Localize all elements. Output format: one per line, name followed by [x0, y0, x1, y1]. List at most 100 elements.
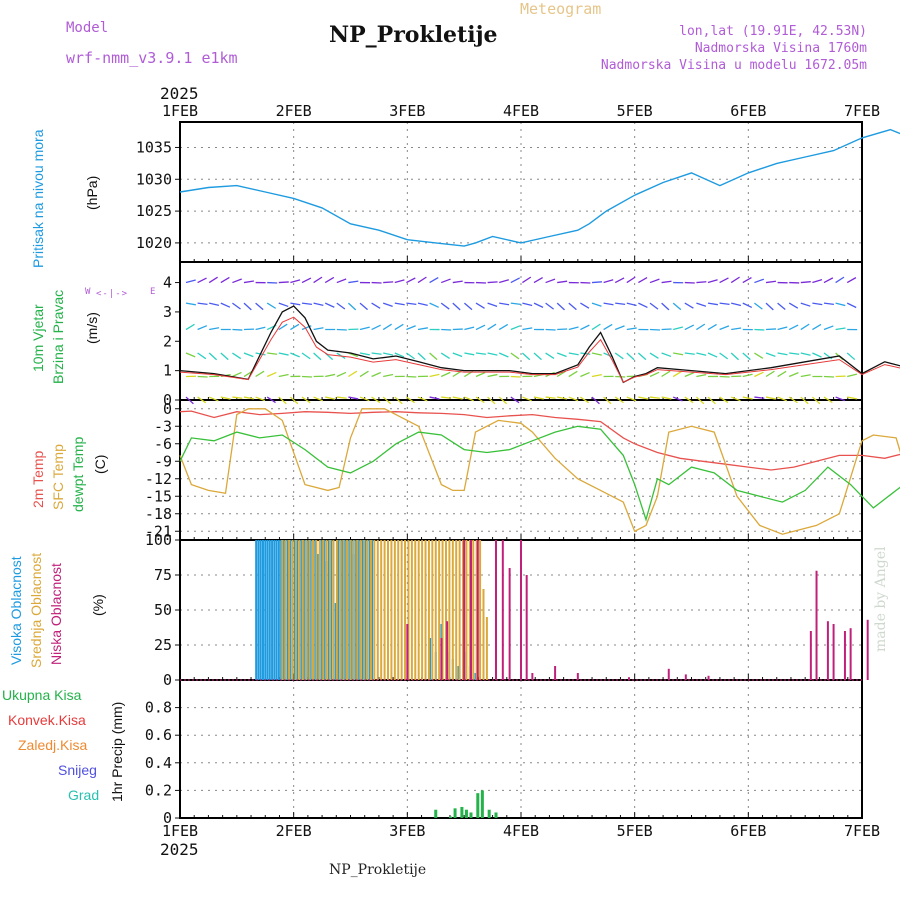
pressure-line	[179, 128, 900, 247]
wind-barb	[742, 373, 753, 378]
wind-barb	[649, 352, 659, 359]
wind-barb	[266, 396, 276, 404]
x-tick-top-label: 7FEB	[844, 102, 880, 120]
wind-barb	[232, 371, 242, 378]
wind-barb	[359, 302, 368, 311]
wind-barb	[649, 396, 661, 399]
wind-barb	[452, 396, 463, 400]
precip-bar	[434, 809, 438, 818]
wind-barb	[197, 302, 208, 305]
wind-barb	[440, 352, 450, 359]
wind-barb	[255, 302, 264, 311]
dewpt-label: dewpt Temp	[70, 436, 86, 512]
wind-barb	[568, 370, 578, 378]
y-tick-label: 1030	[136, 170, 172, 188]
wind-barb	[812, 302, 823, 306]
wind-barb	[185, 396, 194, 405]
wind-barb	[626, 396, 637, 402]
wind-barb	[359, 352, 370, 356]
cloud-high-label: Visoka Oblacnost	[8, 556, 24, 665]
wind-barb	[278, 396, 287, 405]
y-tick-label: 1025	[136, 202, 172, 220]
page-subtitle: Meteogram	[520, 0, 602, 18]
wind-barb	[614, 277, 625, 284]
wind-barb	[568, 326, 579, 331]
wind-barb	[313, 352, 322, 361]
wind-barb	[359, 396, 370, 402]
x-tick-bottom-label: 1FEB	[162, 822, 198, 840]
wind-barb	[406, 375, 417, 378]
wind-barb	[324, 276, 335, 284]
x-tick-top-label: 5FEB	[617, 102, 653, 120]
wind-barb	[800, 323, 810, 331]
wind-barb	[661, 370, 671, 378]
wind-barb	[220, 276, 230, 284]
wind-barb	[591, 373, 602, 378]
wind-barb	[649, 278, 660, 284]
wind-barb	[371, 371, 382, 378]
model-label: Model	[66, 20, 109, 36]
wind-unit: (m/s)	[84, 312, 100, 344]
wind-barb	[185, 279, 196, 284]
wind-barb	[336, 371, 347, 378]
wind-barb	[208, 276, 218, 284]
precip-unit: 1hr Precip (mm)	[109, 701, 125, 802]
wind-barb	[278, 352, 289, 356]
y-tick-label: -18	[145, 505, 172, 523]
temp2m-label: 2m Temp	[30, 450, 46, 508]
wind-barb	[835, 327, 846, 331]
wind-barb	[452, 280, 463, 284]
wind-barb	[684, 324, 695, 331]
wind-barb	[197, 325, 208, 331]
footer-title: NP_Prokletije	[329, 862, 427, 878]
wind-barb	[777, 370, 787, 378]
wind-barb	[754, 396, 765, 399]
wind-barb	[197, 396, 207, 404]
wind-barb	[440, 302, 450, 310]
wind-barb	[406, 277, 416, 284]
y-tick-label: -9	[154, 452, 172, 470]
wind-barb	[800, 352, 811, 356]
wind-barb	[696, 302, 707, 307]
wind-barb	[278, 323, 288, 331]
page-title: NP_Prokletije	[329, 22, 498, 48]
wind-barb	[765, 370, 775, 378]
y-tick-label: -6	[154, 435, 172, 453]
wind-barb	[243, 352, 254, 358]
wind-barb	[382, 302, 393, 307]
wind-barb	[754, 302, 763, 310]
wind-barb	[417, 302, 428, 307]
wind-barb	[382, 323, 392, 331]
wind-barb	[661, 352, 672, 358]
wind-barb	[406, 396, 416, 404]
wind-barb	[673, 352, 684, 356]
wind-barb	[348, 352, 358, 358]
y-tick-label: 25	[154, 636, 172, 654]
precip-bar	[464, 809, 468, 818]
wind-barb	[463, 302, 473, 311]
wind-barb	[754, 371, 764, 378]
wind-barb	[336, 302, 346, 310]
wind-barb	[464, 352, 475, 356]
wind-barb	[580, 324, 590, 331]
wind-barb	[522, 276, 532, 284]
wind-barb	[557, 396, 568, 400]
x-tick-top-label: 2FEB	[276, 102, 312, 120]
wind-barb	[406, 325, 416, 331]
x-tick-bottom-label: 4FEB	[503, 822, 539, 840]
wind-barb	[371, 396, 381, 404]
wind-barb	[278, 281, 289, 284]
wind-barb	[788, 396, 798, 404]
wind-barb	[684, 352, 695, 355]
wind-barb	[649, 371, 660, 378]
wind-barb	[336, 278, 347, 284]
wind-barb	[591, 323, 601, 331]
wind-barb	[707, 352, 718, 358]
wind-barb	[730, 396, 741, 402]
wind-barb	[684, 396, 694, 404]
wind-barb	[429, 396, 440, 400]
wind-barb	[672, 302, 682, 311]
wind-barb	[510, 302, 521, 306]
wind-barb	[498, 352, 509, 358]
wind-barb	[185, 323, 195, 331]
